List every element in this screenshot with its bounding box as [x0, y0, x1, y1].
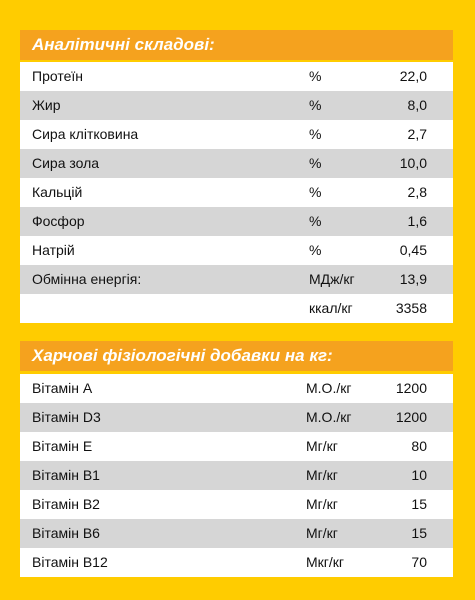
row-value: 70 [411, 554, 427, 570]
row-unit: Мг/кг [306, 438, 338, 454]
table-row: Вітамін В6 Мг/кг 15 [20, 519, 453, 548]
row-name: Сира зола [32, 155, 100, 171]
row-unit: % [309, 242, 322, 258]
table-row: Вітамін А М.О./кг 1200 [20, 374, 453, 403]
row-name: Вітамін D3 [32, 409, 101, 425]
row-unit: % [309, 155, 322, 171]
row-name: Вітамін В12 [32, 554, 108, 570]
row-name: Кальцій [32, 184, 83, 200]
row-unit: Мг/кг [306, 525, 338, 541]
row-name: Фосфор [32, 213, 85, 229]
row-value: 15 [411, 525, 427, 541]
table-row: Сира зола% 10,0 [20, 149, 453, 178]
row-name: Вітамін В1 [32, 467, 100, 483]
row-name: Вітамін В2 [32, 496, 100, 512]
analytical-components-table: Аналітичні складові: Протеїн% 22,0 Жир% 8,… [20, 30, 453, 323]
row-unit: ккал/кг [309, 300, 353, 316]
row-unit: % [309, 97, 322, 113]
row-value: 15 [411, 496, 427, 512]
row-name: Обмінна енергія: [32, 271, 142, 287]
table-row: Фосфор% 1,6 [20, 207, 453, 236]
physiological-additives-title: Харчові фізіологічні добавки на кг: [20, 341, 453, 371]
row-value: 22,0 [399, 68, 427, 84]
row-name: Вітамін В6 [32, 525, 100, 541]
row-unit: % [309, 68, 322, 84]
table-row: Вітамін Е Мг/кг 80 [20, 432, 453, 461]
row-unit: МДж/кг [309, 271, 355, 287]
row-name: Сира клітковина [32, 126, 139, 142]
row-unit: Мкг/кг [306, 554, 345, 570]
row-value: 3358 [395, 300, 427, 316]
row-name: Протеїн [32, 68, 83, 84]
row-name: Вітамін Е [32, 438, 93, 454]
table-row: Натрій% 0,45 [20, 236, 453, 265]
table-row: Вітамін В2 Мг/кг 15 [20, 490, 453, 519]
table-row: Кальцій% 2,8 [20, 178, 453, 207]
row-unit: Мг/кг [306, 467, 338, 483]
row-unit: % [309, 213, 322, 229]
analytical-rows: Протеїн% 22,0 Жир% 8,0 Сира клітковина% 2,7… [20, 62, 453, 323]
table-row: Вітамін D3 М.О./кг 1200 [20, 403, 453, 432]
physiological-additives-table: Харчові фізіологічні добавки на кг: Віта… [20, 341, 453, 577]
table-row: Вітамін В12 Мкг/кг 70 [20, 548, 453, 577]
row-name: Жир [32, 97, 61, 113]
analytical-components-title: Аналітичні складові: [20, 30, 453, 60]
row-value: 10 [411, 467, 427, 483]
table-row: Обмінна енергія: МДж/кг 13,9 [20, 265, 453, 294]
row-unit: М.О./кг [306, 409, 352, 425]
row-value: 1200 [395, 409, 427, 425]
row-value: 80 [411, 438, 427, 454]
additives-rows: Вітамін А М.О./кг 1200 Вітамін D3 М.О./кг 12… [20, 374, 453, 577]
row-value: 1,6 [407, 213, 427, 229]
row-value: 1200 [395, 380, 427, 396]
row-name: Вітамін А [32, 380, 93, 396]
row-value: 10,0 [399, 155, 427, 171]
table-row: Вітамін В1 Мг/кг 10 [20, 461, 453, 490]
row-unit: М.О./кг [306, 380, 352, 396]
row-unit: % [309, 126, 322, 142]
table-row: Протеїн% 22,0 [20, 62, 453, 91]
table-row: ккал/кг 3358 [20, 294, 453, 323]
table-row: Сира клітковина% 2,7 [20, 120, 453, 149]
row-value: 13,9 [399, 271, 427, 287]
row-value: 8,0 [407, 97, 427, 113]
table-row: Жир% 8,0 [20, 91, 453, 120]
row-value: 2,8 [407, 184, 427, 200]
row-name: Натрій [32, 242, 75, 258]
row-unit: % [309, 184, 322, 200]
row-value: 0,45 [399, 242, 427, 258]
row-value: 2,7 [407, 126, 427, 142]
row-unit: Мг/кг [306, 496, 338, 512]
